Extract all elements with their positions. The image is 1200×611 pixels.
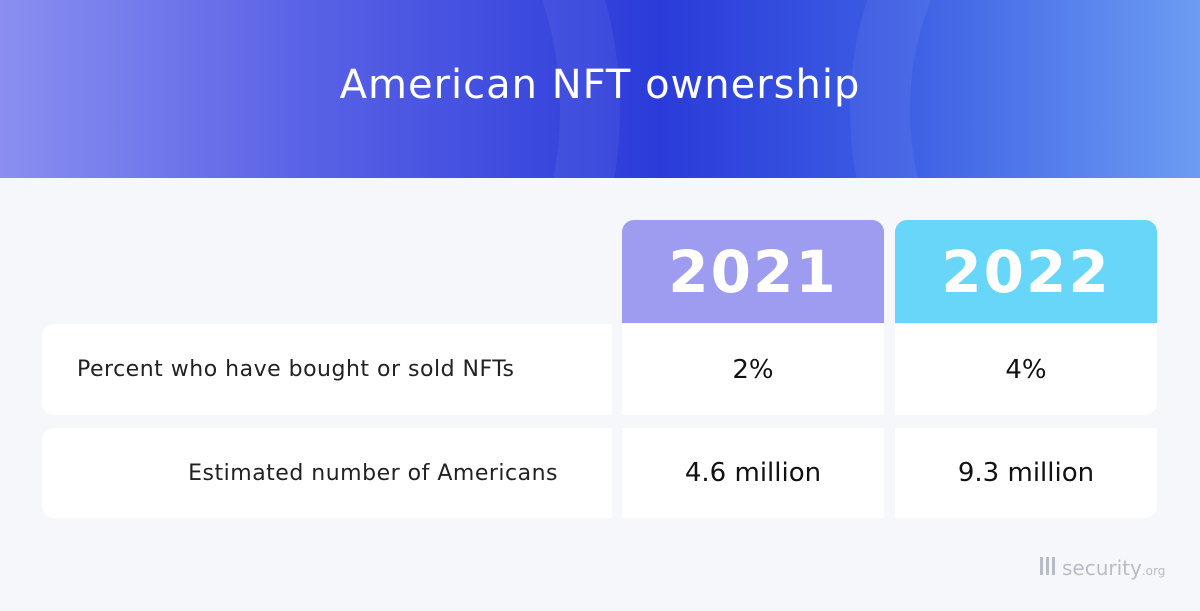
row-label: Percent who have bought or sold NFTs (77, 357, 515, 382)
table-cell: 2% (622, 324, 884, 415)
row-label: Estimated number of Americans (188, 460, 558, 486)
table-cell: 4% (895, 324, 1157, 415)
logo-text: security (1062, 556, 1142, 580)
table-cell: 9.3 million (895, 428, 1157, 518)
column-header: 2022 (895, 220, 1157, 323)
title: American NFT ownership (339, 62, 861, 108)
row-label-cell: Estimated number of Americans (42, 428, 612, 518)
row-label-cell: Percent who have bought or sold NFTs (42, 324, 612, 415)
header-banner: American NFT ownership (0, 0, 1200, 178)
logo: security .org (1040, 556, 1165, 580)
logo-icon (1040, 557, 1058, 575)
table-cell: 4.6 million (622, 428, 884, 518)
column-header: 2021 (622, 220, 884, 323)
logo-suffix: .org (1141, 564, 1166, 578)
